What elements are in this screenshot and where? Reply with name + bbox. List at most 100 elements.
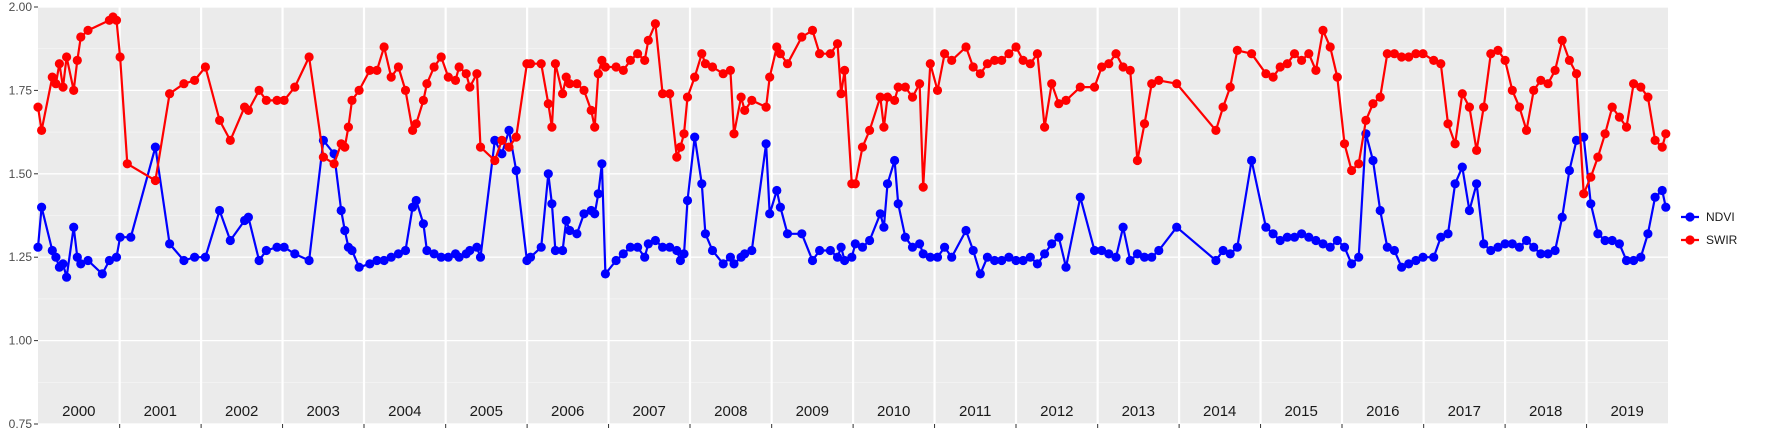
data-point-ndvi (1636, 252, 1646, 262)
data-point-swir (1411, 49, 1421, 59)
data-point-swir (1304, 49, 1314, 59)
data-point-ndvi (465, 245, 475, 256)
data-point-ndvi (1339, 242, 1350, 252)
data-point-swir (72, 55, 82, 65)
data-point-ndvi (1011, 255, 1021, 266)
data-point-ndvi (372, 255, 382, 266)
data-point-ndvi (590, 209, 600, 219)
data-point-swir (429, 62, 439, 72)
data-point-ndvi (97, 269, 107, 279)
data-point-ndvi (747, 245, 757, 256)
data-point-swir (165, 89, 175, 99)
data-point-ndvi (1318, 239, 1328, 249)
data-point-swir (150, 175, 160, 186)
data-point-ndvi (997, 255, 1007, 266)
data-point-ndvi (1450, 179, 1460, 189)
data-point-swir (797, 32, 807, 42)
y-tick-label: 1.00 (9, 334, 33, 348)
data-point-swir (83, 25, 93, 35)
data-point-swir (279, 95, 289, 105)
data-point-ndvi (37, 202, 47, 212)
data-point-ndvi (454, 252, 464, 262)
data-point-ndvi (1297, 229, 1307, 239)
data-point-ndvi (1118, 222, 1128, 232)
data-point-swir (1593, 152, 1603, 162)
data-point-swir (672, 152, 682, 162)
data-point-ndvi (150, 142, 160, 152)
data-point-ndvi (932, 252, 943, 262)
x-axis-year-labels: 2000 2001 2002 2003 2004 2005 2006 2007 2008 2009… (62, 403, 1644, 428)
data-point-swir (69, 85, 79, 95)
data-point-ndvi (982, 252, 993, 262)
data-point-swir (932, 85, 943, 95)
data-point-swir (304, 52, 314, 62)
data-point-swir (365, 65, 375, 75)
data-point-ndvi (1650, 192, 1660, 202)
data-point-swir (565, 79, 575, 89)
data-point-ndvi (729, 259, 739, 269)
data-point-swir (1325, 42, 1335, 52)
data-point-swir (1054, 99, 1064, 109)
data-point-ndvi (625, 242, 636, 252)
data-point-swir (682, 92, 693, 102)
data-point-swir (62, 52, 72, 62)
data-point-swir (893, 82, 903, 92)
data-point-ndvi (961, 225, 971, 236)
data-point-ndvi (179, 255, 189, 266)
data-point-ndvi (1429, 252, 1439, 262)
data-point-ndvi (650, 235, 661, 246)
data-point-ndvi (62, 272, 72, 282)
legend: NDVI SWIR (1681, 210, 1738, 247)
data-point-ndvi (611, 255, 621, 266)
data-point-swir (1404, 52, 1414, 62)
data-point-swir (836, 89, 846, 99)
data-point-swir (586, 105, 596, 115)
data-point-ndvi (490, 135, 500, 145)
data-point-ndvi (1382, 242, 1392, 252)
data-point-ndvi (700, 229, 711, 239)
year-label: 2015 (1284, 403, 1317, 420)
data-point-ndvi (682, 195, 693, 206)
data-point-swir (1118, 62, 1128, 72)
data-point-ndvi (336, 205, 346, 216)
data-point-ndvi (386, 252, 396, 262)
data-point-swir (1418, 49, 1428, 59)
legend-label: SWIR (1706, 233, 1738, 247)
data-point-swir (572, 79, 582, 89)
data-point-swir (1047, 79, 1057, 89)
data-point-ndvi (543, 169, 553, 179)
data-point-ndvi (1061, 262, 1071, 272)
data-point-swir (700, 59, 711, 69)
data-point-swir (436, 52, 446, 62)
data-point-swir (825, 49, 836, 59)
y-tick-label: 2.00 (9, 0, 33, 14)
data-point-swir (643, 35, 653, 46)
data-point-ndvi (347, 245, 357, 256)
data-point-ndvi (640, 252, 650, 262)
year-label: 2008 (714, 403, 747, 420)
data-point-ndvi (1404, 259, 1414, 269)
data-point-swir (765, 72, 775, 82)
data-point-ndvi (1225, 249, 1235, 259)
data-point-ndvi (643, 239, 653, 249)
year-label: 2004 (388, 403, 421, 420)
data-point-swir (1479, 102, 1489, 112)
data-point-ndvi (1311, 235, 1321, 246)
data-point-ndvi (536, 242, 546, 252)
data-point-swir (1218, 102, 1228, 112)
data-point-ndvi (115, 232, 125, 242)
data-point-ndvi (1261, 222, 1271, 232)
data-point-swir (215, 115, 225, 125)
data-point-ndvi (1132, 249, 1142, 259)
data-point-ndvi (365, 259, 375, 269)
data-point-ndvi (1411, 255, 1421, 266)
data-point-swir (461, 69, 471, 79)
data-point-swir (611, 62, 621, 72)
data-point-ndvi (890, 155, 900, 166)
data-point-ndvi (836, 242, 846, 252)
data-point-swir (340, 142, 350, 152)
data-point-ndvi (1325, 242, 1335, 252)
data-point-swir (1268, 72, 1278, 82)
data-point-ndvi (58, 259, 68, 269)
data-point-ndvi (436, 252, 446, 262)
